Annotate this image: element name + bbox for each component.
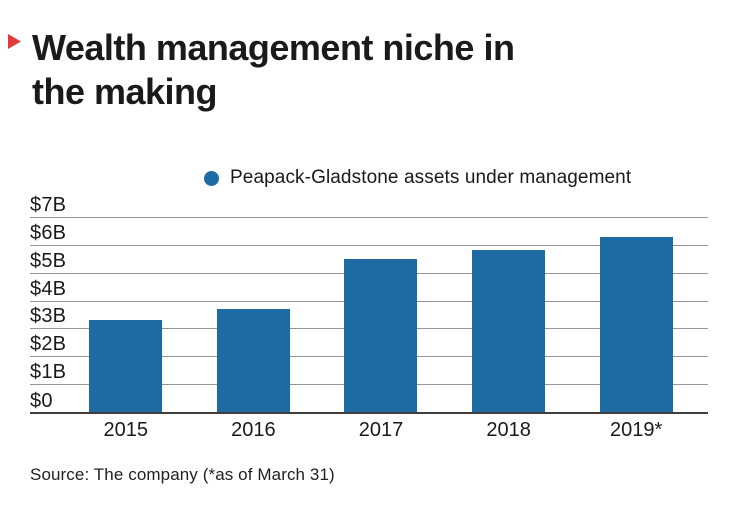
chart-plot: $7B $6B $5B $4B $3B $2B $1B $0 [30, 195, 708, 414]
gridline: $6B [30, 223, 708, 246]
y-tick-label: $2B [30, 333, 67, 356]
y-tick-label: $1B [30, 361, 67, 384]
x-tick-label: 2015 [103, 419, 149, 441]
bar-cell [317, 217, 445, 412]
y-tick-label: $0 [30, 390, 53, 412]
x-tick-label: 2018 [486, 419, 531, 441]
bar [599, 236, 673, 412]
bars-row [62, 217, 700, 412]
legend: Peapack-Gladstone assets under managemen… [204, 166, 631, 190]
chart-title: Wealth management niche in the making [32, 27, 515, 112]
legend-label: Peapack-Gladstone assets under managemen… [230, 167, 632, 188]
x-tick-label: 2016 [231, 419, 276, 441]
brand-triangle-icon [8, 34, 21, 49]
bar [216, 308, 290, 412]
x-axis-labels: 2015 2016 2017 2018 2019* [62, 418, 700, 442]
x-axis-baseline: $0 [30, 391, 708, 414]
bar [344, 258, 418, 412]
y-tick-label: $5B [30, 249, 67, 272]
source-note: Source: The company (*as of March 31) [30, 465, 335, 484]
legend-marker-icon [204, 170, 219, 186]
y-tick-label: $4B [30, 277, 67, 300]
gridline: $7B [30, 195, 708, 218]
x-tick-label: 2017 [358, 419, 404, 441]
y-tick-label: $6B [30, 221, 67, 244]
bar [89, 320, 163, 412]
bar-cell [445, 217, 573, 412]
bar-cell [190, 217, 318, 412]
y-tick-label: $3B [30, 305, 67, 328]
x-tick-label: 2019* [610, 419, 663, 441]
bar-cell [62, 217, 190, 412]
bar-cell [572, 217, 700, 412]
y-tick-label: $7B [30, 194, 67, 216]
bar [472, 250, 546, 412]
